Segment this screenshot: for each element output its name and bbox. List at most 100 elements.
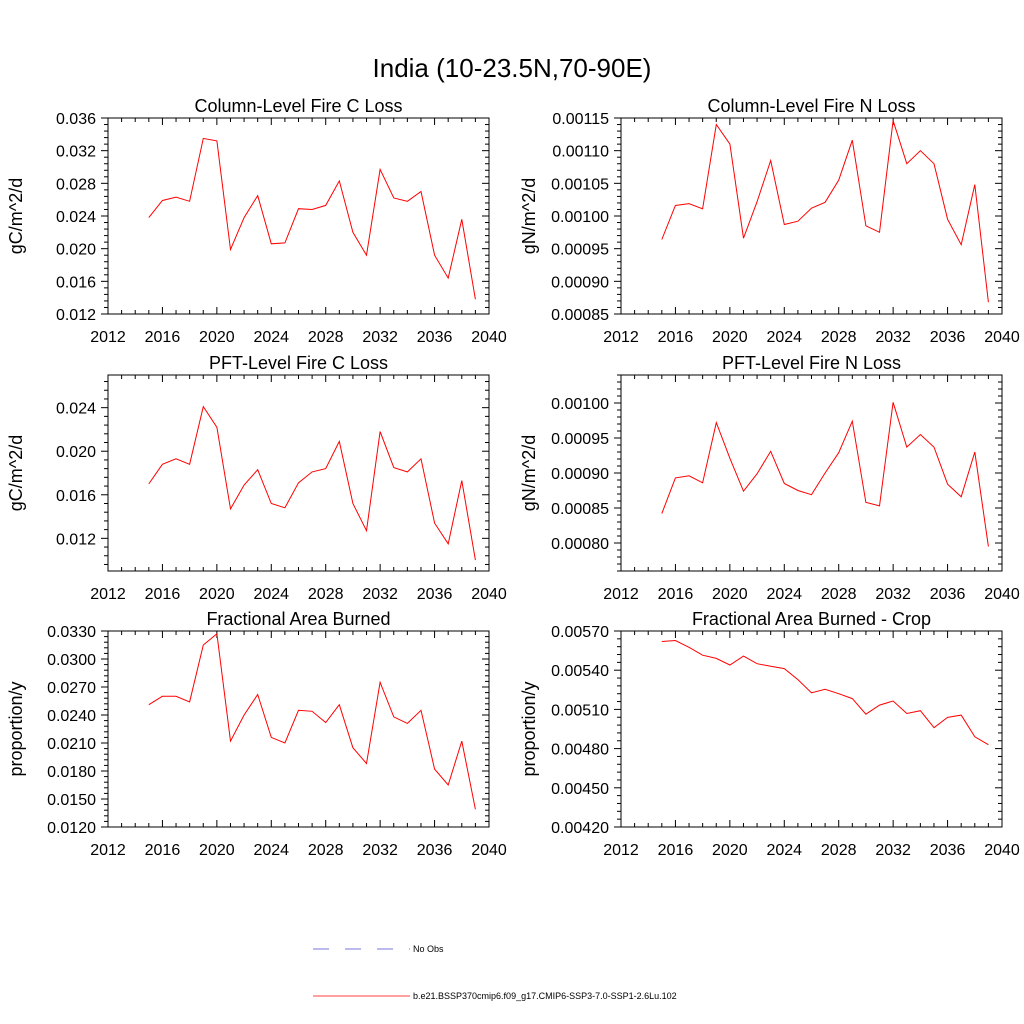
x-tick-label: 2040 [471, 329, 507, 346]
panel-6: Fractional Area Burned - Crop 2012 2016 202… [519, 609, 1020, 859]
x-tick-label: 2028 [821, 842, 857, 859]
x-tick-label: 2024 [253, 842, 289, 859]
x-tick-label: 2012 [90, 329, 126, 346]
y-tick-label: 0.00450 [551, 781, 609, 798]
x-tick-label: 2032 [362, 586, 398, 603]
y-tick-label: 0.00100 [551, 396, 609, 413]
x-tick-label: 2024 [253, 586, 289, 603]
panel-title: PFT-Level Fire C Loss [209, 353, 388, 373]
x-tick-label: 2036 [417, 586, 453, 603]
x-tick-label: 2020 [712, 586, 748, 603]
x-tick-label: 2036 [417, 329, 453, 346]
y-tick-label: 0.012 [56, 531, 96, 548]
y-tick-label: 0.036 [56, 111, 96, 128]
x-tick-label: 2016 [658, 586, 694, 603]
y-axis-label: gN/m^2/d [519, 435, 539, 511]
x-tick-label: 2016 [658, 329, 694, 346]
y-tick-label: 0.0150 [47, 792, 96, 809]
y-tick-label: 0.020 [56, 444, 96, 461]
plot-frame [620, 630, 1003, 828]
x-tick-label: 2024 [253, 329, 289, 346]
y-tick-label: 0.00095 [551, 242, 609, 259]
plot-frame [107, 630, 490, 828]
y-tick-label: 0.00110 [552, 144, 609, 161]
y-axis-label: proportion/y [6, 681, 26, 776]
y-tick-label: 0.0330 [47, 624, 96, 641]
series-line [661, 120, 989, 303]
y-tick-label: 0.00085 [551, 501, 609, 518]
x-tick-label: 2028 [308, 329, 344, 346]
x-tick-label: 2024 [766, 329, 802, 346]
y-tick-label: 0.00090 [551, 466, 609, 483]
legend: No Obs b.e21.BSSP370cmip6.f09_g17.CMIP6-… [313, 944, 677, 1001]
x-tick-label: 2036 [930, 842, 966, 859]
series-line [661, 402, 989, 547]
series-line [148, 405, 476, 561]
panel-4: PFT-Level Fire N Loss 2012 2016 2020 2024 202… [519, 353, 1020, 603]
y-tick-label: 0.00090 [551, 274, 609, 291]
y-tick-label: 0.0180 [47, 764, 96, 781]
x-tick-label: 2020 [712, 329, 748, 346]
y-tick-label: 0.00570 [551, 624, 609, 641]
plot-frame [620, 374, 1003, 572]
y-tick-label: 0.0270 [47, 680, 96, 697]
x-tick-label: 2036 [417, 842, 453, 859]
x-tick-label: 2016 [145, 842, 181, 859]
x-tick-label: 2028 [308, 842, 344, 859]
x-tick-label: 2016 [658, 842, 694, 859]
panel-title: Column-Level Fire C Loss [194, 96, 402, 116]
panel-2: Column-Level Fire N Loss 2012 2016 2020 2024… [519, 96, 1020, 346]
y-tick-label: 0.00105 [551, 176, 609, 193]
x-tick-label: 2020 [712, 842, 748, 859]
panel-title: Fractional Area Burned [206, 609, 390, 629]
x-tick-label: 2032 [875, 842, 911, 859]
plot-frame [620, 117, 1003, 315]
y-axis-label: gN/m^2/d [519, 178, 539, 254]
y-tick-label: 0.024 [56, 209, 96, 226]
y-axis-label: proportion/y [519, 681, 539, 776]
panel-1: Column-Level Fire C Loss 2012 2016 2020 2024… [6, 96, 507, 346]
y-tick-label: 0.0240 [47, 708, 96, 725]
y-tick-label: 0.020 [56, 242, 96, 259]
x-tick-label: 2040 [471, 842, 507, 859]
x-tick-label: 2020 [199, 329, 235, 346]
x-tick-label: 2032 [875, 586, 911, 603]
panel-title: Column-Level Fire N Loss [707, 96, 915, 116]
x-tick-label: 2032 [362, 329, 398, 346]
x-tick-label: 2028 [308, 586, 344, 603]
panels: Column-Level Fire C Loss 2012 2016 2020 2024… [6, 96, 1020, 859]
x-tick-label: 2020 [199, 586, 235, 603]
x-tick-label: 2036 [930, 329, 966, 346]
figure-title: India (10-23.5N,70-90E) [373, 53, 652, 83]
x-tick-label: 2032 [875, 329, 911, 346]
y-axis-label: gC/m^2/d [6, 435, 26, 511]
y-tick-label: 0.00480 [551, 742, 609, 759]
legend-label-no-obs: No Obs [413, 944, 444, 954]
x-tick-label: 2040 [984, 842, 1020, 859]
y-tick-label: 0.024 [56, 401, 96, 418]
x-tick-label: 2040 [984, 329, 1020, 346]
x-tick-label: 2012 [90, 842, 126, 859]
x-tick-label: 2012 [603, 842, 639, 859]
panel-title: PFT-Level Fire N Loss [722, 353, 901, 373]
x-tick-label: 2012 [603, 586, 639, 603]
y-tick-label: 0.032 [56, 144, 96, 161]
y-tick-label: 0.00540 [551, 663, 609, 680]
y-tick-label: 0.00080 [551, 536, 609, 553]
x-tick-label: 2028 [821, 329, 857, 346]
x-tick-label: 2012 [90, 586, 126, 603]
x-tick-label: 2024 [766, 586, 802, 603]
y-tick-label: 0.00095 [551, 431, 609, 448]
y-tick-label: 0.00085 [551, 307, 609, 324]
x-tick-label: 2016 [145, 329, 181, 346]
series-line [661, 639, 989, 746]
series-line [148, 137, 476, 300]
y-tick-label: 0.0300 [47, 652, 96, 669]
y-tick-label: 0.016 [56, 274, 96, 291]
y-tick-label: 0.00100 [551, 209, 609, 226]
legend-label-model-run: b.e21.BSSP370cmip6.f09_g17.CMIP6-SSP3-7.… [413, 991, 677, 1001]
x-tick-label: 2020 [199, 842, 235, 859]
plot-frame [107, 117, 490, 315]
panel-3: PFT-Level Fire C Loss 2012 2016 2020 2024 202… [6, 353, 507, 603]
